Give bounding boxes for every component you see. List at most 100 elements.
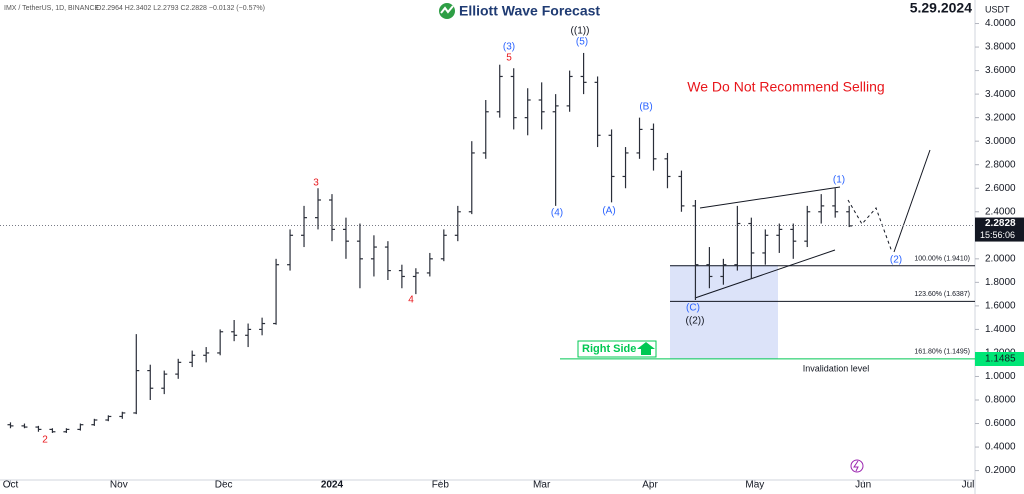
- wave-label: (3): [503, 42, 515, 53]
- projection-dashed: [847, 199, 893, 253]
- ohlc-bar: [35, 425, 42, 432]
- fib-label: 100.00% (1.9410): [914, 256, 970, 263]
- ohlc-bar: [259, 317, 266, 336]
- ohlc-bar: [328, 194, 335, 242]
- y-tick-label: 2.8000: [985, 159, 1016, 170]
- ohlc-bar: [398, 264, 405, 289]
- up-arrow: [637, 342, 655, 355]
- y-tick-label: 3.2000: [985, 112, 1016, 123]
- headline: We Do Not Recommend Selling: [687, 79, 884, 95]
- ohlc-bar: [566, 70, 573, 112]
- ohlc-bar: [496, 64, 503, 118]
- y-tick-label: 1.4000: [985, 324, 1016, 335]
- ohlc-bar: [622, 147, 629, 189]
- right-side: Right Side: [582, 343, 636, 355]
- y-tick-label: 2.0000: [985, 253, 1016, 264]
- ohlc-bar: [734, 205, 741, 271]
- unit: USDT: [985, 4, 1010, 14]
- wave-label: (B): [639, 102, 652, 113]
- ohlc-bar: [356, 223, 363, 289]
- invalidation-label: Invalidation level: [803, 363, 870, 373]
- ohlc-bar: [315, 188, 322, 230]
- y-tick-label: 3.8000: [985, 42, 1016, 53]
- ohlc-bar: [832, 188, 839, 218]
- ohlc-bar: [133, 334, 140, 415]
- x-tick-label: Oct: [3, 480, 19, 491]
- brand: Elliott Wave Forecast: [459, 3, 600, 19]
- wave-label: ((1)): [571, 26, 590, 37]
- date: 5.29.2024: [910, 0, 972, 16]
- ohlc-bar: [594, 76, 601, 148]
- ohlc-bar: [720, 258, 727, 285]
- last-price-label: 2.2828: [985, 218, 1016, 229]
- ohlc-bar: [412, 268, 419, 295]
- ohlc-bar: [287, 229, 294, 271]
- ohlc-bar: [189, 350, 196, 368]
- ohlc-bar: [7, 422, 14, 429]
- ohlc-bar: [175, 358, 182, 379]
- symbol: IMX / TetherUS, 1D, BINANCE: [4, 5, 100, 12]
- ohlc-bar: [748, 217, 755, 279]
- wedge-upper: [699, 186, 841, 209]
- ohlc-bar: [482, 100, 489, 159]
- x-tick-label: Nov: [110, 480, 128, 491]
- wave-label: 2: [42, 435, 48, 446]
- ohlc-bar: [636, 117, 643, 159]
- ohlc-bar: [650, 123, 657, 171]
- right-side-box: Right Side: [577, 340, 657, 358]
- ohlc-bar: [664, 152, 671, 189]
- wave-label: 5: [506, 53, 512, 64]
- ohlc-bar: [678, 170, 685, 212]
- ohlc-bar: [21, 423, 28, 429]
- ohlc-bar: [217, 329, 224, 356]
- ohlc-bar: [370, 235, 377, 277]
- y-tick-label: 3.4000: [985, 89, 1016, 100]
- ohlc-bar: [161, 370, 168, 395]
- countdown: 15:56:06: [980, 230, 1015, 240]
- wave-label: 3: [313, 178, 319, 189]
- wave-label: (C): [686, 303, 700, 314]
- ohlc-bar: [342, 217, 349, 259]
- wave-label: (A): [602, 206, 615, 217]
- y-tick-label: 1.8000: [985, 277, 1016, 288]
- ohlc-bar: [77, 423, 84, 431]
- ohlc-bar: [231, 320, 238, 342]
- ohlc-bar: [273, 258, 280, 325]
- ohlc-bar: [440, 229, 447, 262]
- projection: [893, 149, 931, 253]
- x-tick-label: May: [745, 480, 764, 491]
- ohlc-bar: [762, 229, 769, 265]
- right-side-frame: [577, 340, 657, 358]
- ohlc-bar: [510, 68, 517, 130]
- ohlc-bar: [706, 247, 713, 289]
- ohlc-bar: [91, 418, 98, 426]
- ohlc-bar: [692, 200, 699, 300]
- y-tick-label: 0.4000: [985, 442, 1016, 453]
- event-icon: [850, 459, 864, 473]
- y-tick-label: 0.6000: [985, 418, 1016, 429]
- ohlc-bar: [524, 88, 531, 136]
- ohlc-bar: [105, 415, 112, 422]
- y-tick-label: 2.6000: [985, 183, 1016, 194]
- y-tick-label: 2.4000: [985, 206, 1016, 217]
- ohlc-bar: [426, 252, 433, 277]
- x-tick-label: Feb: [432, 480, 450, 491]
- wedge-lower: [694, 249, 836, 299]
- ohlc-bar: [538, 82, 545, 130]
- fib-label: 161.80% (1.1495): [914, 349, 970, 356]
- x-tick-label: 2024: [321, 480, 344, 491]
- ohlc-bar: [608, 129, 615, 203]
- y-tick-label: 4.0000: [985, 18, 1016, 29]
- wave-label: (4): [551, 208, 563, 219]
- ohlc-bar: [818, 194, 825, 224]
- wave-label: (2): [890, 255, 902, 266]
- ohlc-bar: [552, 94, 559, 206]
- y-tick-label: 0.2000: [985, 465, 1016, 476]
- x-tick-label: Jul: [962, 480, 975, 491]
- x-tick-label: Jun: [855, 480, 871, 491]
- ohlc-bar: [63, 428, 70, 433]
- wave-label: 4: [408, 295, 414, 306]
- target-zone: [670, 265, 778, 359]
- fib-label: 123.60% (1.6387): [914, 291, 970, 298]
